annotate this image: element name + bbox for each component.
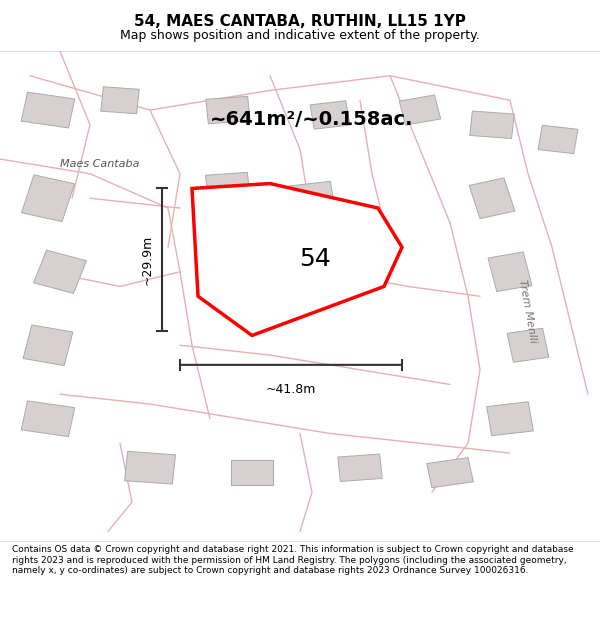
Text: Map shows position and indicative extent of the property.: Map shows position and indicative extent… (120, 29, 480, 42)
Text: 54: 54 (299, 247, 331, 271)
Polygon shape (101, 87, 139, 114)
Polygon shape (338, 454, 382, 481)
Polygon shape (487, 402, 533, 436)
Polygon shape (21, 401, 75, 437)
Polygon shape (399, 95, 441, 125)
Polygon shape (310, 101, 350, 129)
Polygon shape (470, 111, 514, 139)
Polygon shape (23, 325, 73, 366)
Polygon shape (231, 461, 273, 485)
Polygon shape (192, 184, 402, 336)
Polygon shape (206, 173, 250, 204)
Polygon shape (125, 451, 175, 484)
Polygon shape (206, 96, 250, 124)
Polygon shape (538, 125, 578, 154)
Polygon shape (34, 250, 86, 293)
Text: ~41.8m: ~41.8m (266, 383, 316, 396)
Text: Trem Menlli: Trem Menlli (517, 278, 539, 344)
Polygon shape (22, 175, 74, 222)
Polygon shape (427, 458, 473, 488)
Text: ~641m²/~0.158ac.: ~641m²/~0.158ac. (210, 111, 414, 129)
Polygon shape (507, 328, 549, 362)
Polygon shape (469, 178, 515, 219)
Text: 54, MAES CANTABA, RUTHIN, LL15 1YP: 54, MAES CANTABA, RUTHIN, LL15 1YP (134, 14, 466, 29)
Text: Maes Cantaba: Maes Cantaba (60, 159, 139, 169)
Text: ~29.9m: ~29.9m (140, 234, 154, 284)
Polygon shape (21, 92, 75, 128)
Polygon shape (289, 181, 335, 215)
Polygon shape (488, 252, 532, 292)
Text: Contains OS data © Crown copyright and database right 2021. This information is : Contains OS data © Crown copyright and d… (12, 546, 574, 575)
